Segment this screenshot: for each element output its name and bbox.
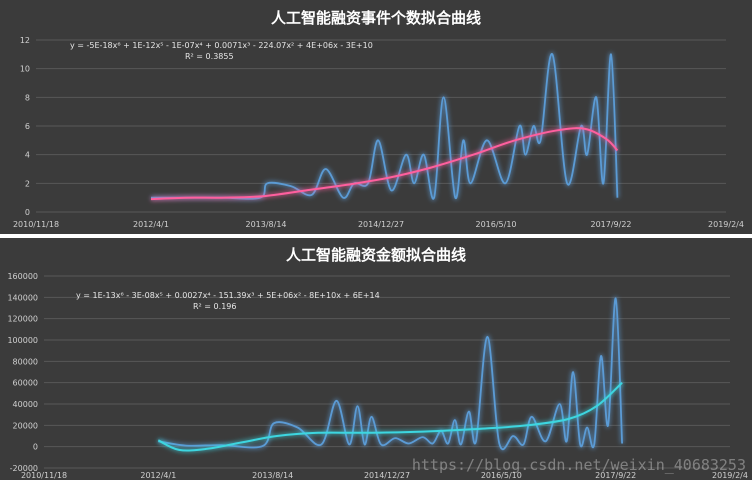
- x-tick-label: 2010/11/18: [21, 471, 67, 480]
- y-tick-label: 4: [25, 151, 30, 160]
- x-tick-label: 2019/2/4: [708, 220, 744, 229]
- y-tick-label: 40000: [13, 400, 38, 409]
- x-tick-label: 2019/2/4: [712, 471, 748, 480]
- trendline-r-squared: R² = 0.196: [193, 302, 236, 311]
- data-series-line: [157, 296, 625, 452]
- chart-panel-amount: 人工智能融资金额拟合曲线 -20000 0 20000 40000 60000 80000…: [0, 238, 752, 480]
- y-tick-label: 100000: [7, 336, 38, 345]
- y-tick-label: 6: [25, 122, 30, 131]
- gridlines: [36, 39, 726, 213]
- x-tick-label: 2017/9/22: [590, 220, 631, 229]
- x-tick-label: 2016/5/10: [475, 220, 516, 229]
- chart-title-events: 人工智能融资事件个数拟合曲线: [270, 9, 481, 27]
- y-tick-label: 160000: [7, 272, 38, 281]
- x-tick-label: 2010/11/18: [13, 220, 59, 229]
- trendline-path: [150, 127, 619, 201]
- chart-title-amount: 人工智能融资金额拟合曲线: [285, 246, 466, 264]
- x-tick-label: 2014/12/27: [358, 220, 404, 229]
- y-tick-label: 12: [20, 36, 30, 45]
- y-tick-label: 8: [25, 93, 30, 102]
- trendline-equation: y = -5E-18x⁶ + 1E-12x⁵ - 1E-07x⁴ + 0.007…: [70, 41, 373, 50]
- series-path: [151, 53, 619, 200]
- events-chart: 0 2 4 6 8 10 12 2010/11/18 2012/4/1 2013/8/14 2014…: [13, 36, 744, 229]
- trendline-r-squared: R² = 0.3855: [185, 52, 234, 61]
- trendline-equation: y = 1E-13x⁶ - 3E-08x⁵ + 0.0027x⁴ - 151.3…: [76, 291, 380, 300]
- y-tick-label: 0: [25, 208, 30, 217]
- y-tick-label: 140000: [7, 293, 38, 302]
- y-tick-label: 20000: [13, 421, 38, 430]
- data-series-line: [151, 52, 620, 201]
- x-tick-label: 2013/8/14: [252, 471, 293, 480]
- y-tick-label: 120000: [7, 315, 38, 324]
- trendline-path: [157, 381, 623, 452]
- x-tick-label: 2016/5/10: [481, 471, 522, 480]
- x-tick-label: 2012/4/1: [140, 471, 176, 480]
- y-tick-label: 80000: [13, 357, 38, 366]
- x-tick-label: 2013/8/14: [245, 220, 286, 229]
- y-tick-label: 0: [33, 443, 38, 452]
- series-path: [158, 297, 623, 451]
- amount-chart: -20000 0 20000 40000 60000 80000 100000 120000 1…: [7, 272, 748, 480]
- trendline: [150, 126, 619, 202]
- x-tick-label: 2012/4/1: [133, 220, 169, 229]
- x-tick-label: 2014/12/27: [364, 471, 410, 480]
- x-tick-label: 2017/9/22: [595, 471, 636, 480]
- y-tick-label: 10: [20, 65, 30, 74]
- y-tick-label: -20000: [10, 464, 38, 473]
- watermark: https://blog.csdn.net/weixin_40683253: [411, 456, 746, 474]
- chart-panel-events: 人工智能融资事件个数拟合曲线 0 2 4 6 8 10 12 2010/11/18 2012/4…: [0, 0, 752, 234]
- gridlines: [44, 275, 730, 469]
- trendline: [157, 381, 624, 453]
- y-tick-label: 2: [25, 179, 30, 188]
- y-tick-label: 60000: [13, 379, 38, 388]
